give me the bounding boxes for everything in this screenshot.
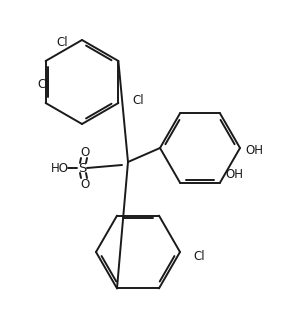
- Text: OH: OH: [225, 168, 243, 181]
- Text: OH: OH: [245, 145, 263, 158]
- Text: O: O: [80, 145, 90, 159]
- Text: Cl: Cl: [132, 94, 144, 108]
- Text: S: S: [78, 161, 86, 174]
- Text: Cl: Cl: [56, 35, 68, 48]
- Text: HO: HO: [51, 162, 69, 175]
- Text: O: O: [80, 177, 90, 190]
- Text: Cl: Cl: [193, 249, 205, 263]
- Text: Cl: Cl: [38, 78, 49, 91]
